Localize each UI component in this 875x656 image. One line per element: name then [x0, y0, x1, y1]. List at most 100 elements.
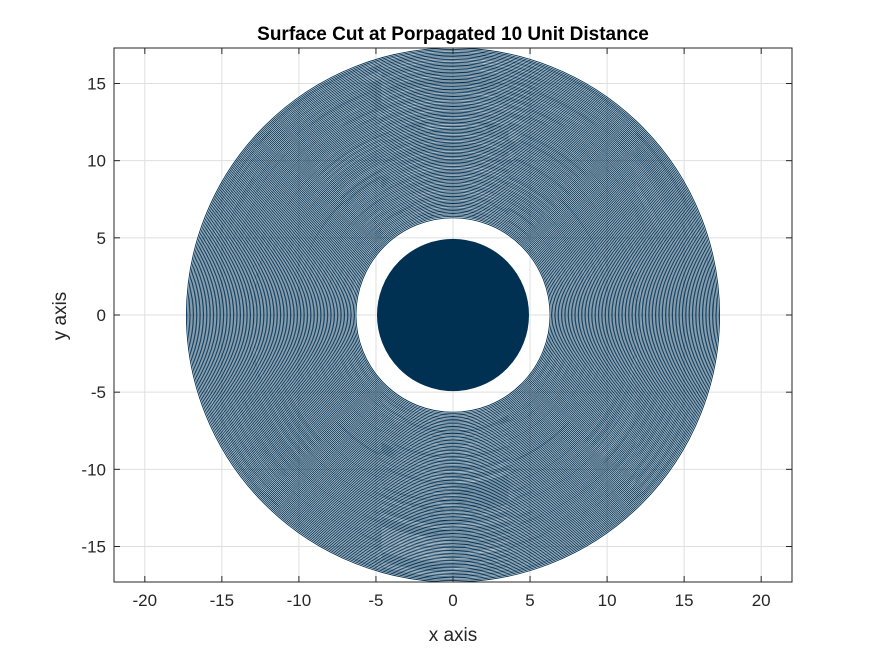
x-tick-label: 10	[598, 591, 617, 610]
contour-circle	[314, 175, 592, 455]
y-tick-label: -10	[81, 460, 106, 479]
contour-circle	[267, 128, 639, 502]
contour-circle	[244, 106, 662, 524]
contour-circle	[228, 90, 678, 540]
contour-circle	[195, 57, 711, 573]
contour-circle	[261, 123, 645, 507]
contour-circle	[332, 194, 574, 436]
contour-circle	[221, 83, 685, 547]
contour-circle	[262, 124, 644, 506]
contour-circle	[348, 210, 558, 420]
x-tick-label: -10	[287, 591, 312, 610]
contour-circle	[279, 141, 627, 489]
x-tick-label: 15	[675, 591, 694, 610]
contour-circle	[204, 66, 702, 564]
contour-circle	[322, 184, 584, 446]
contour-circle	[349, 211, 557, 419]
contour-circle	[304, 165, 602, 465]
contour-circle	[264, 126, 642, 504]
contour-circle	[341, 203, 565, 427]
contour-circle	[245, 107, 661, 523]
contour-circle	[319, 181, 587, 449]
contour-circle	[315, 177, 591, 453]
contour-circle	[272, 134, 634, 496]
x-tick-label: 5	[525, 591, 534, 610]
contour-circle	[275, 137, 631, 493]
contour-circle	[298, 160, 608, 470]
contour-circle	[240, 101, 666, 529]
contour-circle	[265, 127, 641, 503]
contour-circle	[345, 207, 561, 423]
x-axis-label: x axis	[429, 625, 478, 646]
x-tick-label: 20	[752, 591, 771, 610]
contour-circle	[301, 163, 605, 467]
contour-circle	[354, 215, 552, 415]
contour-circle	[324, 185, 582, 445]
chart-title: Surface Cut at Porpagated 10 Unit Distan…	[257, 24, 649, 45]
contour-circle	[289, 151, 617, 479]
contour-circle	[260, 121, 646, 509]
contour-circle	[302, 164, 604, 466]
x-axis-ticks: -20 -15 -10 -5 0 5 10 15 20	[133, 48, 771, 610]
contour-circle	[339, 201, 567, 429]
contour-circle	[255, 117, 651, 513]
contour-circle	[307, 168, 599, 462]
contour-circle	[234, 96, 672, 534]
y-axis-ticks: -15 -10 -5 0 5 10 15	[81, 74, 792, 557]
contour-circle	[200, 61, 706, 569]
contour-circle	[205, 67, 701, 563]
contour-circle	[321, 183, 585, 447]
contour-circle	[317, 178, 589, 452]
contour-circle	[208, 70, 698, 560]
contour-circle	[201, 63, 705, 567]
contour-circle	[218, 80, 688, 550]
contour-circle	[207, 68, 699, 562]
contour-circle	[336, 198, 570, 432]
contour-circle	[329, 191, 577, 439]
contour-circle	[248, 110, 658, 520]
contour-circle	[328, 190, 578, 440]
y-axis-label: y axis	[50, 292, 71, 341]
plot-area	[186, 48, 720, 582]
contour-circle	[225, 87, 681, 543]
contour-circle	[352, 214, 554, 416]
contour-circle	[217, 78, 689, 552]
x-tick-label: -20	[133, 591, 158, 610]
contour-circle	[231, 93, 675, 537]
contour-circle	[318, 180, 588, 450]
contour-circle	[338, 200, 568, 430]
contour-circle	[254, 116, 652, 514]
y-tick-label: -15	[81, 538, 106, 557]
contour-circle	[297, 158, 609, 472]
contour-circle	[223, 84, 683, 546]
contour-circle	[271, 133, 635, 497]
contour-circle	[232, 94, 674, 536]
y-tick-label: 15	[87, 74, 106, 93]
x-tick-label: -15	[210, 591, 235, 610]
contour-circle	[197, 58, 709, 572]
contour-circle	[193, 54, 713, 576]
contour-circle	[309, 171, 597, 459]
contour-circle	[308, 170, 598, 460]
contour-circle	[224, 86, 682, 544]
y-tick-label: 5	[97, 229, 106, 248]
contour-circle	[210, 71, 696, 559]
contour-circle	[227, 88, 679, 542]
contour-circle	[311, 173, 595, 457]
contour-circle	[346, 208, 560, 422]
contour-circle	[325, 187, 581, 443]
contour-circle	[282, 144, 624, 486]
contour-circle	[326, 188, 580, 442]
contour-circle	[312, 174, 594, 456]
contour-circle	[287, 148, 619, 482]
contour-circle	[334, 195, 572, 435]
contour-circle	[242, 104, 664, 526]
contour-circle	[241, 103, 665, 527]
contour-circle	[252, 114, 654, 516]
x-tick-label: -5	[368, 591, 383, 610]
contour-circle	[194, 56, 712, 574]
contour-circle	[203, 64, 703, 566]
contour-circle	[274, 136, 632, 494]
contour-circle	[270, 131, 636, 499]
